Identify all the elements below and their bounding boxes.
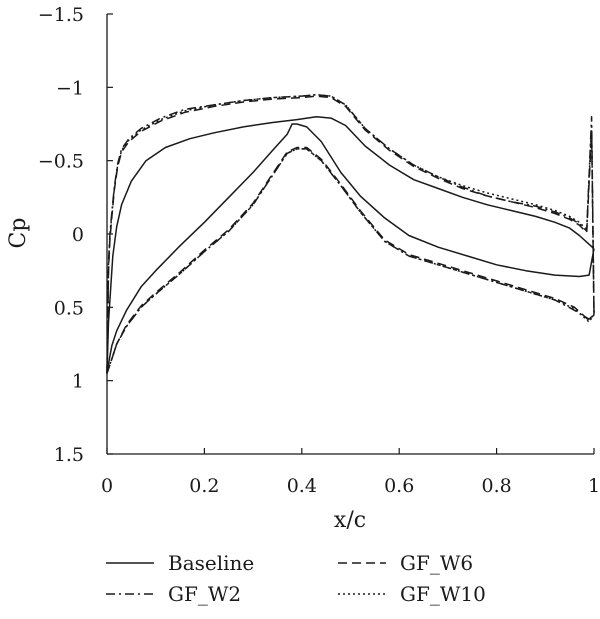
- x-tick-label: 1: [588, 475, 600, 497]
- y-tick-label: −1.5: [38, 4, 84, 26]
- series-line-gf-w10-upper: [106, 93, 595, 374]
- series-line-gf-w2-lower: [106, 148, 595, 374]
- y-tick-label: 0.5: [54, 297, 84, 319]
- y-tick-label: −0.5: [38, 151, 84, 173]
- legend-label-gf-w2: GF_W2: [168, 582, 241, 606]
- plot-frame: [106, 14, 594, 455]
- x-tick-label: 0.2: [189, 475, 219, 497]
- x-tick-label: 0: [101, 475, 113, 497]
- x-axis-title: x/c: [334, 508, 366, 533]
- series-line-baseline-upper: [106, 115, 595, 374]
- y-tick-label: 1: [72, 371, 84, 393]
- axis-ticks: 0 0.2 0.4 0.6 0.8 1 −1.5 −1 −0.5 0 0.5 1 1.5: [38, 4, 600, 497]
- series-line-baseline-lower: [106, 123, 595, 374]
- legend-label-gf-w6: GF_W6: [400, 551, 473, 575]
- legend-label-baseline: Baseline: [168, 551, 254, 575]
- y-tick-label: 0: [72, 224, 84, 246]
- series-line-gf-w10-lower: [106, 148, 595, 374]
- series-line-gf-w6-lower: [106, 146, 595, 374]
- series-line-gf-w6-upper: [106, 95, 595, 374]
- y-axis-title: Cp: [6, 218, 31, 249]
- series-layer: [106, 93, 595, 374]
- series-line-gf-w2-upper: [106, 93, 595, 374]
- y-tick-label: 1.5: [54, 444, 84, 466]
- x-tick-label: 0.8: [481, 475, 511, 497]
- legend-label-gf-w10: GF_W10: [400, 582, 486, 606]
- x-tick-label: 0.4: [287, 475, 317, 497]
- x-tick-label: 0.6: [384, 475, 414, 497]
- legend: Baseline GF_W2 GF_W6 GF_W10: [106, 551, 486, 606]
- y-tick-label: −1: [56, 77, 84, 99]
